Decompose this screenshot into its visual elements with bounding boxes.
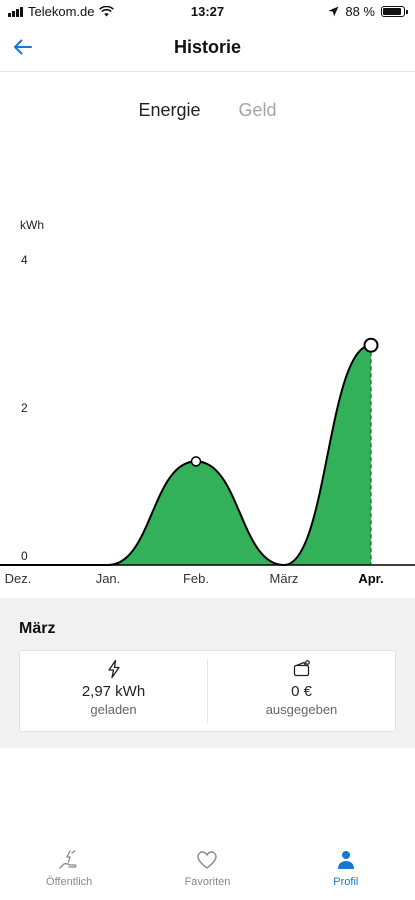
battery-icon bbox=[381, 6, 408, 17]
data-point bbox=[190, 456, 202, 467]
lightning-icon bbox=[107, 659, 120, 679]
clock: 13:27 bbox=[190, 4, 225, 19]
tab-energy[interactable]: Energie bbox=[138, 100, 201, 120]
detail-month: März bbox=[19, 620, 56, 637]
tab-profil[interactable]: Profil bbox=[277, 838, 415, 900]
battery-level bbox=[383, 8, 401, 15]
heart-icon bbox=[197, 851, 218, 869]
tab-favoriten[interactable]: Favoriten bbox=[138, 838, 276, 900]
x-tick-label: Apr. bbox=[358, 571, 383, 586]
x-tick-label: Dez. bbox=[5, 571, 32, 586]
x-tick-label: Jan. bbox=[96, 571, 121, 586]
carrier-name: Telekom.de bbox=[28, 4, 95, 19]
y-tick-label: 4 bbox=[21, 253, 28, 267]
y-tick-label: 0 bbox=[21, 549, 28, 563]
nav-header: Historie bbox=[0, 24, 415, 72]
energy-cell: 2,97 kWh geladen bbox=[20, 651, 207, 731]
tab-label: Öffentlich bbox=[46, 876, 93, 888]
tab-label: Favoriten bbox=[184, 876, 231, 888]
card-divider bbox=[207, 659, 208, 723]
arrow-left-icon[interactable] bbox=[10, 34, 36, 60]
area-fill bbox=[0, 345, 371, 565]
tab-label: Profil bbox=[333, 876, 359, 888]
y-tick-label: 2 bbox=[21, 401, 28, 415]
chart-svg: kWh 0 2 4 Dez. Jan. Feb. März Apr. bbox=[0, 218, 415, 586]
energy-chart[interactable]: kWh 0 2 4 Dez. Jan. Feb. März Apr. bbox=[0, 200, 415, 595]
carrier-info: Telekom.de bbox=[8, 4, 115, 19]
location-arrow-icon bbox=[328, 6, 339, 17]
energy-value: 2,97 kWh bbox=[81, 683, 146, 700]
wallet-icon bbox=[293, 660, 310, 677]
detail-card: 2,97 kWh geladen 0 € ausgegeben bbox=[19, 650, 396, 732]
tab-money[interactable]: Geld bbox=[238, 100, 277, 120]
money-label: ausgegeben bbox=[265, 702, 338, 717]
tab-oeffentlich[interactable]: Öffentlich bbox=[0, 838, 138, 900]
x-tick-label: März bbox=[270, 571, 299, 586]
battery-percent: 88 % bbox=[345, 4, 375, 19]
wifi-icon bbox=[99, 6, 115, 17]
month-detail: März 2,97 kWh geladen 0 € ausgegeben bbox=[0, 598, 415, 748]
signal-icon bbox=[8, 6, 23, 17]
x-tick-label: Feb. bbox=[183, 571, 209, 586]
data-point bbox=[363, 337, 379, 353]
tab-bar: Öffentlich Favoriten Profil bbox=[0, 838, 415, 900]
energy-label: geladen bbox=[90, 702, 137, 717]
y-axis-label: kWh bbox=[20, 218, 44, 232]
charger-hand-icon bbox=[59, 850, 77, 869]
segmented-control: Energie Geld bbox=[0, 100, 415, 121]
page-title: Historie bbox=[173, 37, 242, 57]
status-bar: Telekom.de 13:27 88 % bbox=[0, 0, 415, 24]
person-icon bbox=[337, 851, 354, 869]
money-value: 0 € bbox=[291, 683, 312, 700]
status-right: 88 % bbox=[328, 4, 408, 19]
money-cell: 0 € ausgegeben bbox=[208, 651, 395, 731]
